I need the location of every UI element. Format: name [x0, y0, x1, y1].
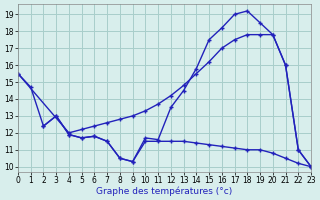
X-axis label: Graphe des températures (°c): Graphe des températures (°c) [96, 186, 233, 196]
